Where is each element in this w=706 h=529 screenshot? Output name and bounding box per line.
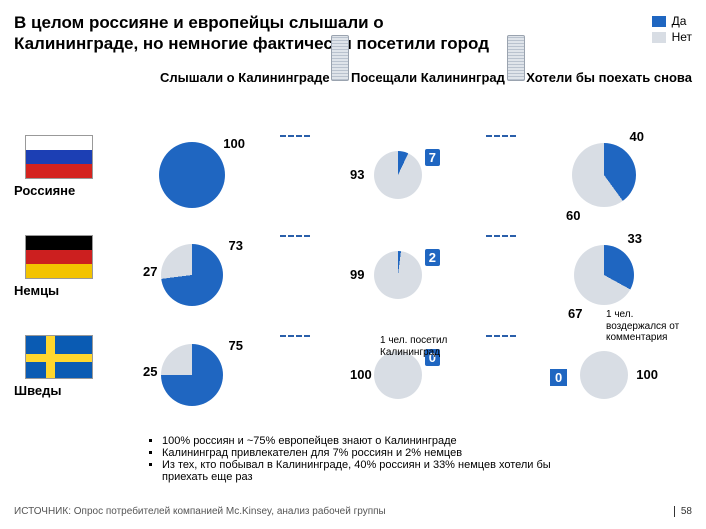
annotation: 1 чел. воздержался от комментария — [606, 309, 696, 344]
pie-value-no: 60 — [566, 208, 580, 223]
pie-chart — [159, 142, 225, 208]
pie-value-yes: 7 — [425, 149, 440, 166]
connector — [280, 235, 310, 237]
column-headers: Слышали о Калининграде Посещали Калининг… — [160, 70, 692, 85]
pie-value-no: 67 — [568, 306, 582, 321]
flag-de — [25, 235, 93, 279]
pie-value-yes: 75 — [229, 338, 243, 353]
legend-no-label: Нет — [672, 30, 692, 44]
pie-value-yes: 40 — [630, 129, 644, 144]
pie-value-no: 27 — [143, 264, 157, 279]
data-row: Россияне1007934060 — [14, 135, 692, 215]
row-label: Шведы — [14, 383, 104, 398]
legend-yes-box — [652, 16, 666, 27]
bullet-item: 100% россиян и ~75% европейцев знают о К… — [162, 435, 568, 447]
legend-yes-label: Да — [672, 14, 687, 28]
pie-value-no: 100 — [636, 367, 658, 382]
pie-value-no: 99 — [350, 267, 364, 282]
col-heard: Слышали о Калининграде — [160, 70, 330, 85]
row-label: Россияне — [14, 183, 104, 198]
pie-chart — [161, 344, 223, 406]
data-row: Немцы73272993367 — [14, 235, 692, 315]
connector — [280, 135, 310, 137]
col-visit: Посещали Калининград — [351, 70, 505, 85]
legend-no-box — [652, 32, 666, 43]
col-again: Хотели бы поехать снова — [526, 70, 692, 85]
pie-chart — [574, 245, 634, 305]
connector — [486, 335, 516, 337]
pie-value-no: 100 — [350, 367, 372, 382]
pie-value-yes: 33 — [628, 231, 642, 246]
bullet-item: Из тех, кто побывал в Калининграде, 40% … — [162, 459, 568, 483]
pie-value-yes: 100 — [223, 136, 245, 151]
pie-value-yes: 2 — [425, 249, 440, 266]
pie-chart — [572, 143, 636, 207]
connector — [486, 135, 516, 137]
pie-value-no: 93 — [350, 167, 364, 182]
connector — [280, 335, 310, 337]
source-line: ИСТОЧНИК: Опрос потребителей компанией M… — [14, 506, 386, 517]
pie-value-yes: 73 — [229, 238, 243, 253]
legend: Да Нет — [652, 14, 692, 46]
bullet-list: 100% россиян и ~75% европейцев знают о К… — [148, 435, 568, 483]
page-number: 58 — [674, 506, 692, 517]
pie-chart — [161, 244, 223, 306]
flag-ru — [25, 135, 93, 179]
pillar-divider — [507, 35, 525, 81]
pie-chart — [374, 151, 422, 199]
pillar-divider — [331, 35, 349, 81]
data-row: Шведы752501001 чел. посетил Калининград0… — [14, 335, 692, 415]
flag-se — [25, 335, 93, 379]
pie-value-no: 25 — [143, 364, 157, 379]
pie-value-yes: 0 — [550, 369, 567, 386]
annotation: 1 чел. посетил Калининград — [380, 335, 470, 358]
page-title: В целом россияне и европейцы слышали о К… — [14, 12, 504, 55]
row-label: Немцы — [14, 283, 104, 298]
bullet-item: Калининград привлекателен для 7% россиян… — [162, 447, 568, 459]
connector — [486, 235, 516, 237]
pie-chart — [374, 351, 422, 399]
pie-chart — [374, 251, 422, 299]
